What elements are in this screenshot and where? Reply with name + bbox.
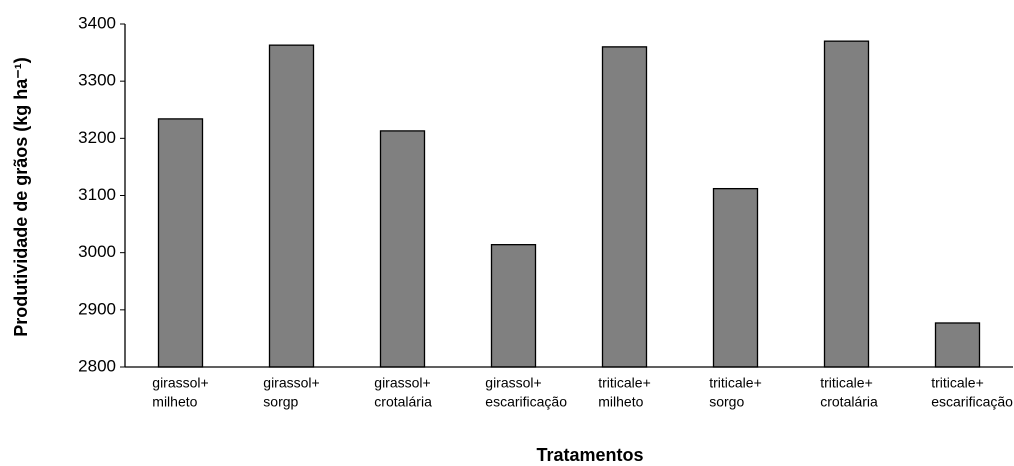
bar [823, 40, 870, 368]
bar [157, 118, 204, 368]
x-tick-label: milheto [598, 394, 643, 410]
x-tick-label: triticale+ [709, 375, 762, 391]
x-tick-label: crotalária [820, 394, 878, 410]
x-tick-label: girassol+ [152, 375, 208, 391]
y-tick-label: 2800 [78, 356, 116, 375]
bar [268, 44, 315, 368]
y-tick-label: 3100 [78, 185, 116, 204]
x-tick-label: escarificação [485, 394, 567, 410]
x-tick-label: sorgo [709, 394, 744, 410]
x-tick-label: girassol+ [374, 375, 430, 391]
y-tick-label: 3000 [78, 242, 116, 261]
x-tick-label: milheto [152, 394, 197, 410]
bar [379, 130, 426, 368]
x-tick-label: escarificação [931, 394, 1013, 410]
x-tick-label: triticale+ [598, 375, 651, 391]
bar [490, 244, 537, 368]
x-tick-label: girassol+ [485, 375, 541, 391]
bar [601, 46, 648, 368]
y-tick-label: 3200 [78, 128, 116, 147]
x-tick-label: triticale+ [820, 375, 873, 391]
bar [934, 322, 981, 368]
x-tick-label: girassol+ [263, 375, 319, 391]
y-tick-label: 3400 [78, 13, 116, 32]
x-tick-label: sorgp [263, 394, 298, 410]
y-tick-label: 2900 [78, 299, 116, 318]
x-tick-label: crotalária [374, 394, 432, 410]
x-tick-label: triticale+ [931, 375, 984, 391]
y-tick-label: 3300 [78, 71, 116, 90]
x-axis-label: Tratamentos [536, 445, 643, 465]
bar [712, 187, 759, 368]
y-axis-label: Produtividade de grãos (kg ha⁻¹) [11, 57, 31, 337]
